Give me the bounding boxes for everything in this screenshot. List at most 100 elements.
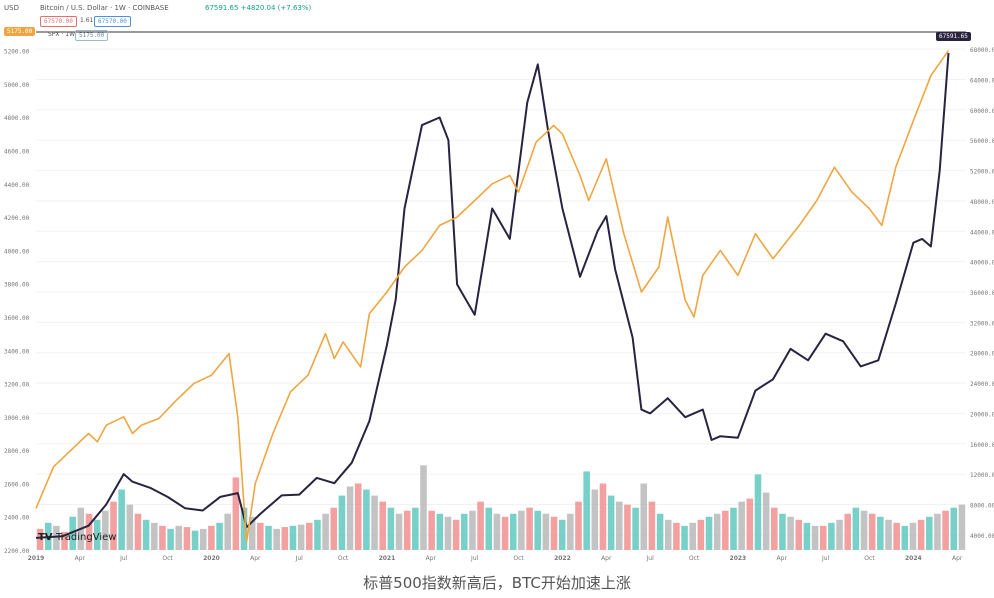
spx-series-label[interactable]: SPX · 1W (48, 31, 76, 38)
volume-bar (934, 513, 941, 550)
volume-bar (265, 525, 272, 550)
x-axis-tick-label: Apr (777, 555, 788, 562)
volume-bar (648, 501, 656, 550)
x-axis-tick-label: 2023 (730, 555, 747, 562)
volume-bar (452, 519, 460, 550)
volume-bar (403, 510, 411, 550)
price-chart[interactable]: 2200.00 2400.00 2600.00 2800.00 3000.00 3200.… (0, 0, 994, 566)
right-axis-tick-label: 16000.00 (970, 442, 994, 449)
volume-bar (420, 465, 427, 550)
watermark-text: TradingView (56, 532, 117, 543)
volume-bar (118, 489, 125, 550)
right-axis-tick-label: 8000.00 (970, 502, 994, 509)
volume-bar (681, 525, 688, 550)
volume-bar (167, 528, 174, 550)
volume-bar (509, 513, 517, 550)
volume-bar (803, 522, 811, 550)
x-axis-tick-label: Oct (689, 555, 700, 562)
volume-bar (428, 510, 435, 550)
volume-bar (69, 516, 76, 550)
x-axis-tick-label: Jul (821, 555, 830, 562)
volume-bar (722, 510, 729, 550)
volume-bar (126, 504, 134, 550)
volume-bar (860, 510, 868, 550)
volume-bar (199, 528, 207, 550)
volume-bar (624, 504, 631, 550)
left-axis-tick-label: 2800.00 (4, 448, 30, 455)
x-axis-tick-label: Oct (513, 555, 524, 562)
volume-bar (110, 501, 117, 550)
volume-bar (852, 507, 860, 550)
x-axis-tick-label: Jul (646, 555, 655, 562)
right-axis-tick-label: 36000.00 (970, 290, 994, 297)
volume-bar (85, 513, 93, 550)
left-axis-tick-label: 2600.00 (4, 481, 30, 488)
volume-bar (901, 525, 909, 550)
ask-price-pill[interactable]: 67570.00 (94, 16, 131, 27)
right-axis-tick-label: 44000.00 (970, 229, 994, 236)
volume-bar (289, 525, 297, 550)
x-axis-tick-label: Apr (601, 555, 612, 562)
volume-bar (673, 522, 680, 550)
volume-bar (713, 513, 721, 550)
x-axis-tick-label: Oct (864, 555, 875, 562)
volume-bar (542, 513, 550, 550)
currency-label: USD (4, 4, 19, 12)
volume-bar (754, 474, 762, 550)
left-axis-tick-label: 4000.00 (4, 248, 30, 255)
volume-bar (191, 530, 199, 550)
volume-bar (518, 510, 525, 550)
volume-bar (338, 495, 346, 550)
volume-bar (240, 507, 248, 550)
volume-bar (534, 510, 541, 550)
chart-area[interactable]: 2200.00 2400.00 2600.00 2800.00 3000.00 3200.… (0, 0, 994, 566)
volume-bar (762, 492, 770, 550)
volume-bar (444, 516, 452, 550)
volume-bar (632, 507, 639, 550)
volume-bar (730, 507, 737, 550)
bid-price-pill[interactable]: 67570.00 (40, 16, 77, 27)
volume-bar (795, 519, 803, 550)
symbol-title[interactable]: Bitcoin / U.S. Dollar · 1W · COINBASE (40, 4, 169, 12)
volume-bar (354, 483, 362, 550)
volume-bar (151, 522, 158, 550)
volume-bar (232, 477, 240, 550)
left-axis-tick-label: 5200.00 (4, 49, 30, 56)
volume-bar (306, 522, 313, 550)
price-readout: 67591.65 +4820.04 (+7.63%) (205, 4, 312, 12)
volume-bar (591, 489, 599, 550)
volume-bar (102, 510, 109, 550)
right-axis-tick-label: 32000.00 (970, 320, 994, 327)
volume-bar (257, 522, 264, 550)
volume-bar (142, 519, 150, 550)
volume-bar (844, 513, 851, 550)
x-axis-tick-label: 2021 (379, 555, 396, 562)
x-axis-tick-label: Jul (470, 555, 479, 562)
x-axis-tick-label: 2020 (203, 555, 220, 562)
volume-bar (314, 519, 321, 550)
volume-bar (909, 522, 917, 550)
volume-bar (477, 501, 484, 550)
volume-bar (346, 486, 354, 550)
spx-value-pill: 5175.00 (75, 30, 109, 41)
volume-bar (175, 525, 183, 550)
right-axis-tick-label: 60000.00 (970, 108, 994, 115)
volume-bar (640, 483, 648, 550)
volume-bar (787, 516, 794, 550)
volume-bar (689, 522, 696, 550)
right-axis-tick-label: 24000.00 (970, 381, 994, 388)
volume-bar (330, 507, 338, 550)
volume-bar (550, 516, 558, 550)
left-axis-tick-label: 3200.00 (4, 382, 30, 389)
volume-bar (950, 507, 958, 550)
volume-bar (893, 522, 900, 550)
volume-bar (656, 513, 664, 550)
volume-bar (322, 513, 329, 550)
volume-bar (379, 501, 386, 550)
volume-bar (526, 507, 533, 550)
volume-bar (819, 525, 827, 550)
left-axis-tick-label: 3000.00 (4, 415, 30, 422)
volume-bar (583, 471, 590, 550)
volume-bar (868, 513, 876, 550)
volume-bar (371, 495, 378, 550)
